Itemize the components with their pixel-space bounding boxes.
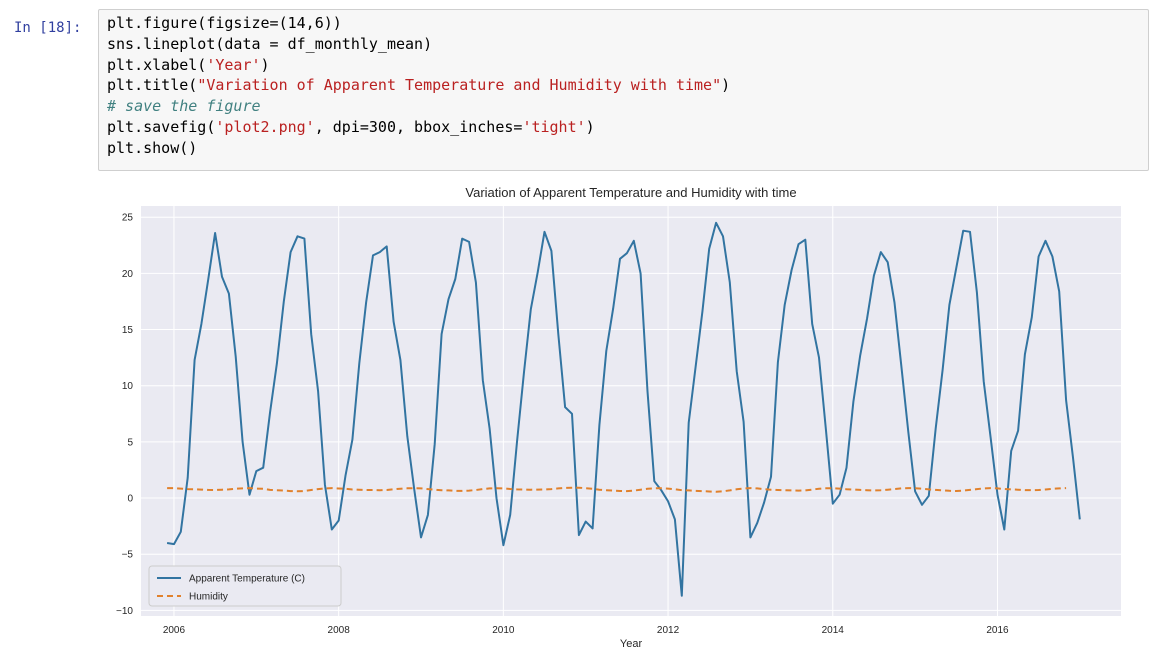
code-token: 'Year' — [206, 55, 261, 74]
x-tick-label: 2008 — [328, 625, 351, 636]
code-token: plt.show() — [107, 138, 198, 157]
legend-label: Humidity — [189, 592, 228, 603]
series-lines — [166, 221, 1081, 597]
code-token: plt.title( — [107, 76, 198, 95]
code-editor[interactable]: plt.figure(figsize=(14,6)) sns.lineplot(d… — [107, 13, 730, 159]
x-tick-label: 2016 — [986, 625, 1009, 636]
code-token: # save the figure — [107, 97, 261, 116]
grid-lines — [141, 206, 1121, 616]
y-tick-label: −5 — [122, 550, 134, 561]
x-tick-label: 2010 — [492, 625, 515, 636]
cell-output: 2006 2008 2010 2012 2014 2016 −10 −5 0 5 10 15 20 25 … — [98, 176, 1151, 648]
line-chart: 2006 2008 2010 2012 2014 2016−10−50510152025 … — [116, 185, 1121, 648]
y-tick-label: 20 — [122, 269, 134, 280]
code-token: 'plot2.png' — [215, 117, 315, 136]
y-tick-label: 15 — [122, 325, 134, 336]
code-token: ) — [721, 76, 731, 95]
code-line: plt.savefig('plot2.png', dpi=300, bbox_i… — [107, 117, 730, 138]
code-line: plt.xlabel('Year') — [107, 55, 730, 76]
code-line: plt.title("Variation of Apparent Tempera… — [107, 75, 730, 96]
code-line: plt.figure(figsize=(14,6)) — [107, 13, 730, 34]
code-token: sns.lineplot(data = df_monthly_mean) — [107, 34, 433, 53]
x-axis-label: Year — [620, 638, 643, 648]
code-token: , dpi=300, bbox_inches= — [314, 117, 523, 136]
x-tick-label: 2012 — [657, 625, 680, 636]
legend-box — [148, 565, 342, 607]
code-token: plt.savefig( — [107, 117, 216, 136]
code-token: "Variation of Apparent Temperature and H… — [197, 76, 722, 95]
chart-title: Variation of Apparent Temperature and Hu… — [465, 185, 796, 200]
code-token: 'tight' — [522, 117, 586, 136]
tick-labels: 2006 2008 2010 2012 2014 2016 −10 −5 0 5 10 15 20 25 — [116, 213, 1009, 636]
y-tick-label: 0 — [127, 494, 133, 505]
code-line: plt.show() — [107, 138, 730, 159]
input-prompt: In [18]: — [14, 20, 82, 36]
x-tick-label: 2014 — [822, 625, 845, 636]
code-token: ) — [585, 117, 595, 136]
legend: Apparent Temperature (C) Humidity — [148, 565, 342, 607]
y-tick-label: −10 — [116, 606, 133, 617]
code-line: sns.lineplot(data = df_monthly_mean) — [107, 34, 730, 55]
y-tick-label: 5 — [127, 437, 133, 448]
code-token: plt.xlabel( — [107, 55, 207, 74]
code-line: # save the figure — [107, 96, 730, 117]
x-tick-label: 2006 — [163, 625, 186, 636]
y-tick-label: 10 — [122, 381, 134, 392]
y-tick-label: 25 — [122, 213, 134, 224]
series-line-humidity — [167, 486, 1067, 493]
series-line-apparent-temperature — [166, 221, 1081, 597]
code-token: plt.figure(figsize=(14,6)) — [107, 14, 342, 32]
plot-area — [141, 206, 1121, 616]
code-token: ) — [260, 55, 270, 74]
code-cell-input[interactable]: plt.figure(figsize=(14,6)) sns.lineplot(d… — [98, 9, 1149, 171]
legend-label: Apparent Temperature (C) — [189, 574, 305, 585]
